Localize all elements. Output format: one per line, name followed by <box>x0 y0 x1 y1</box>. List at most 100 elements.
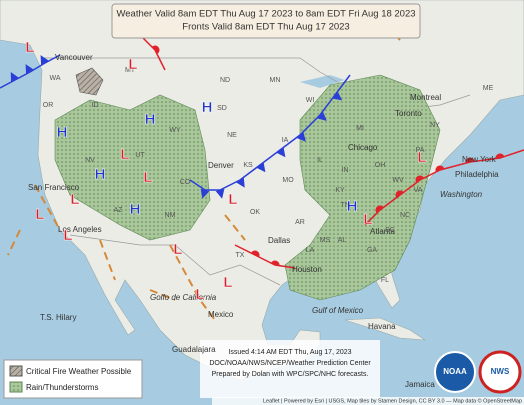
pressure-center: L <box>195 286 204 303</box>
info-line: Issued 4:14 AM EDT Thu, Aug 17, 2023 <box>228 349 351 356</box>
state-label: SD <box>217 105 227 112</box>
logo-text: NWS <box>491 367 510 376</box>
trough <box>7 19 401 321</box>
legend-label: Critical Fire Weather Possible <box>26 367 132 376</box>
pressure-center: L <box>173 241 182 258</box>
place-label: Dallas <box>268 236 290 245</box>
cuba <box>344 317 427 341</box>
place-label: Jamaica <box>405 380 435 389</box>
state-label: WA <box>49 75 60 82</box>
pressure-center: L <box>223 274 232 291</box>
noaa-logo <box>434 351 476 393</box>
pressure-center: H <box>347 198 358 215</box>
place-label: Washington <box>440 190 483 199</box>
state-label: OH <box>375 162 386 169</box>
place-label: Golfo de California <box>150 293 217 302</box>
nws-logo <box>478 350 522 394</box>
place-label: Atlanta <box>370 227 395 236</box>
place-label: Gulf of Mexico <box>312 306 364 315</box>
state-label: GA <box>367 247 377 254</box>
pressure-center: L <box>228 191 237 208</box>
rain-area <box>54 94 211 241</box>
state-label: VA <box>414 187 423 194</box>
pressure-center: H <box>57 124 68 141</box>
place-label: Montreal <box>410 93 441 102</box>
pressure-center: L <box>120 146 129 163</box>
state-label: MO <box>282 177 294 184</box>
place-label: Denver <box>208 161 234 170</box>
pressure-center: L <box>128 56 137 73</box>
info-line: Prepared by Dolan with WPC/SPC/NHC forec… <box>212 371 369 378</box>
pressure-center: L <box>70 191 79 208</box>
place-label: T.S. Hilary <box>40 313 76 322</box>
state-label: WV <box>392 177 404 184</box>
info-line: DOC/NOAA/NWS/NCEP/Weather Prediction Cen… <box>209 360 371 367</box>
place-label: San Francisco <box>28 183 80 192</box>
state-label: PA <box>416 147 425 154</box>
state-label: MT <box>125 67 136 74</box>
state-label: UT <box>135 152 145 159</box>
place-label: Mexico <box>208 310 234 319</box>
state-label: WY <box>169 127 181 134</box>
state-label: AL <box>338 237 347 244</box>
legend-swatch <box>9 381 23 393</box>
legend <box>3 359 143 399</box>
state-label: TX <box>236 252 245 259</box>
state-label: NM <box>165 212 176 219</box>
state-label: ME <box>483 85 494 92</box>
state-label: IL <box>317 157 323 164</box>
legend-swatch <box>9 365 23 377</box>
state-label: KS <box>243 162 253 169</box>
cold-front <box>0 54 61 89</box>
legend-label: Rain/Thunderstorms <box>26 383 98 392</box>
attribution: Leaflet | Powered by Esri | USGS, Map ti… <box>263 397 522 404</box>
legend-box <box>3 359 143 399</box>
info-box <box>200 340 380 398</box>
state-label: CO <box>180 179 191 186</box>
pressure-center: L <box>363 211 372 228</box>
state-label: WI <box>306 97 315 104</box>
cold-front <box>189 74 351 199</box>
attribution-box <box>212 397 524 405</box>
state-label: KY <box>335 187 345 194</box>
state-label: MN <box>270 77 281 84</box>
place-label: Guadalajara <box>172 345 216 354</box>
state-label: AR <box>295 219 305 226</box>
place-label: Havana <box>368 322 396 331</box>
state-label: NY <box>430 122 440 129</box>
header-line: Fronts Valid 8am EDT Thu Aug 17 2023 <box>182 22 349 33</box>
pressure-center: H <box>130 201 141 218</box>
state-label: ID <box>92 102 99 109</box>
state-label: LA <box>306 247 315 254</box>
state-label: NE <box>227 132 237 139</box>
header-box <box>111 3 421 39</box>
pressure-center: H <box>95 166 106 183</box>
place-label: Philadelphia <box>455 170 499 179</box>
pressure-center: L <box>417 149 426 166</box>
place-label: Houston <box>292 265 322 274</box>
state-label: AZ <box>114 207 124 214</box>
state-label: OK <box>250 209 260 216</box>
pressure-center: L <box>63 227 72 244</box>
place-label: Los Angeles <box>58 225 102 234</box>
state-label: IA <box>282 137 289 144</box>
pressure-center: L <box>25 39 34 56</box>
state-label: MS <box>320 237 331 244</box>
state-label: ND <box>220 77 230 84</box>
state-label: MI <box>356 125 364 132</box>
pressure-center: L <box>143 169 152 186</box>
state-label: FL <box>381 277 389 284</box>
place-label: Toronto <box>395 109 422 118</box>
fire-area <box>75 67 104 96</box>
header <box>111 3 421 39</box>
place-label: Chicago <box>348 143 378 152</box>
stationary-front <box>364 149 524 226</box>
pressure-center: L <box>35 206 44 223</box>
warm-front <box>234 244 296 269</box>
header-line: Weather Valid 8am EDT Thu Aug 17 2023 to… <box>116 9 415 20</box>
logo-text: NOAA <box>443 367 467 376</box>
state-label: SC <box>385 227 395 234</box>
place-label: New York <box>462 155 497 164</box>
place-label: Vancouver <box>55 53 93 62</box>
